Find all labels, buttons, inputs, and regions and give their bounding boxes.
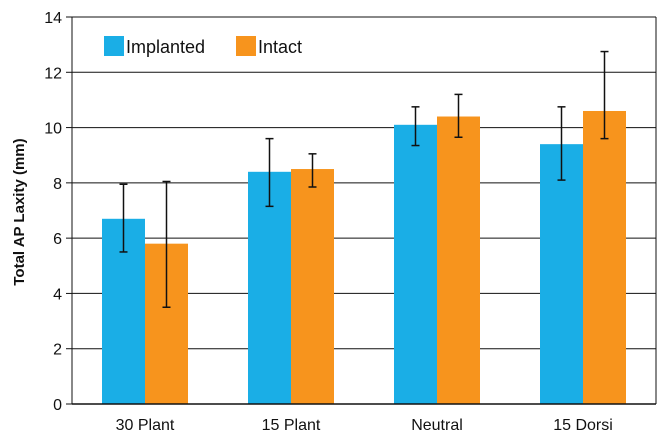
x-tick-label: 15 Dorsi (553, 417, 613, 434)
y-tick-label: 10 (44, 121, 62, 138)
y-tick-label: 0 (53, 397, 62, 414)
bar-implanted (248, 171, 291, 404)
y-tick-label: 6 (53, 231, 62, 248)
legend: Implanted Intact (104, 36, 302, 57)
bar-implanted (394, 124, 437, 405)
bar-intact (291, 169, 334, 404)
error-bars (119, 50, 609, 308)
bar-implanted (540, 144, 583, 404)
legend-label-implanted: Implanted (126, 37, 205, 57)
axes (66, 16, 657, 405)
y-tick-labels: 0 2 4 6 8 10 12 14 (44, 10, 62, 414)
x-tick-labels: 30 Plant 15 Plant Neutral 15 Dorsi (116, 417, 613, 434)
legend-label-intact: Intact (258, 37, 302, 57)
bars (102, 110, 626, 405)
y-tick-label: 4 (53, 286, 62, 303)
y-axis-label: Total AP Laxity (mm) (11, 138, 28, 285)
y-tick-label: 14 (44, 10, 62, 27)
y-tick-label: 8 (53, 176, 62, 193)
x-tick-label: 30 Plant (116, 417, 175, 434)
bar-intact (583, 110, 626, 404)
bar-intact (437, 116, 480, 404)
y-tick-label: 2 (53, 342, 62, 359)
y-tick-label: 12 (44, 65, 62, 82)
x-tick-label: 15 Plant (262, 417, 321, 434)
legend-swatch-intact (236, 36, 256, 56)
legend-swatch-implanted (104, 36, 124, 56)
x-tick-label: Neutral (411, 417, 463, 434)
